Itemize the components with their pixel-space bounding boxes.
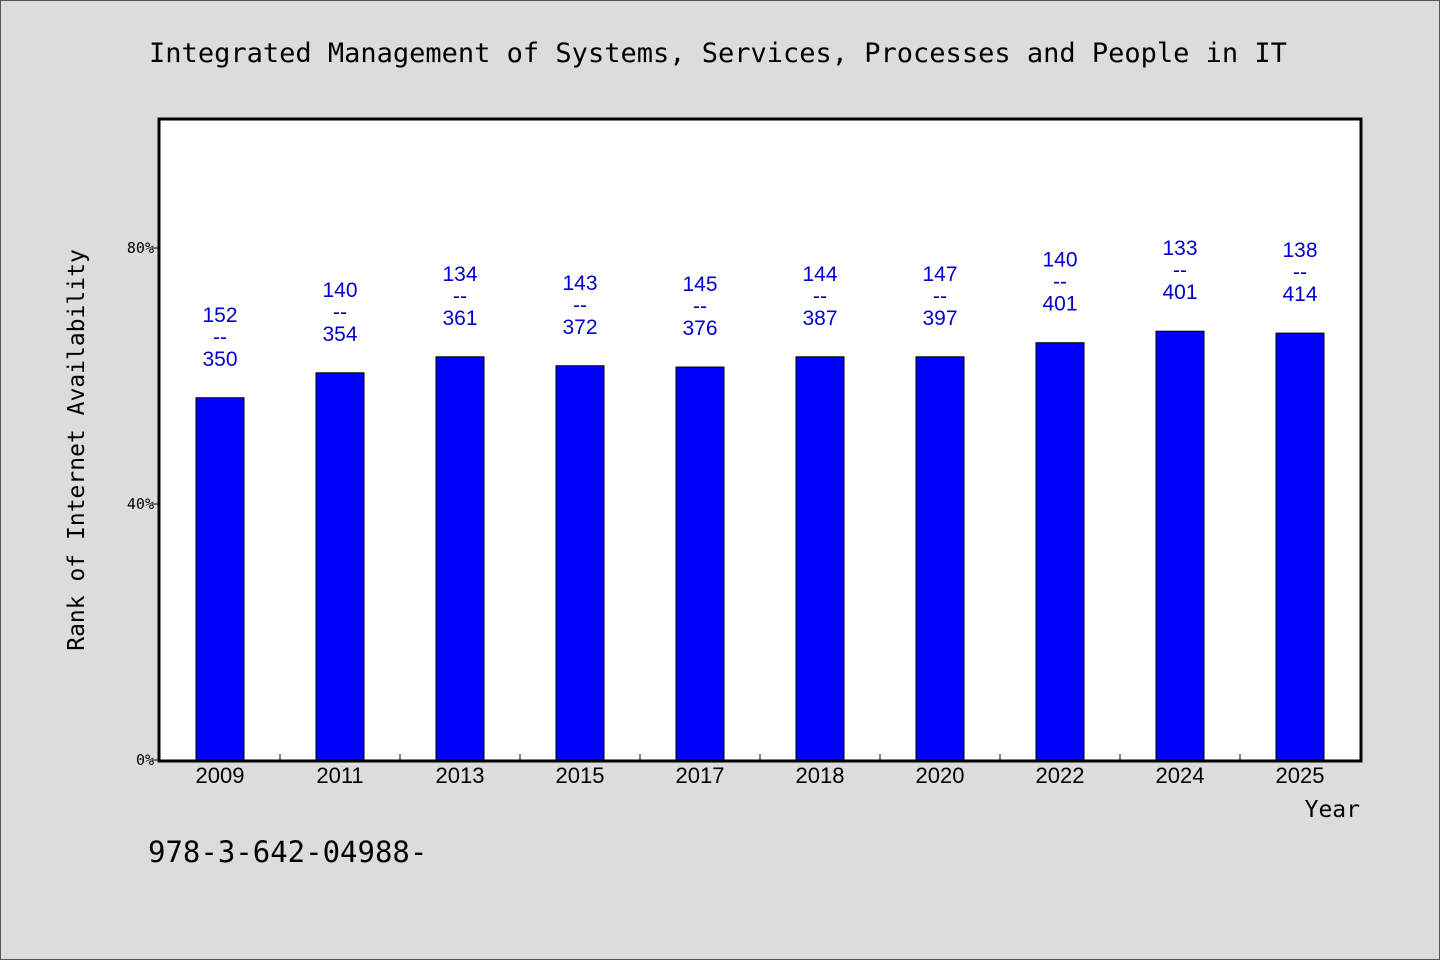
y-tick-label: 0%	[136, 751, 154, 769]
x-tick-label: 2009	[196, 763, 245, 788]
x-tick-label: 2022	[1036, 763, 1085, 788]
y-axis-label: Rank of Internet Availability	[64, 249, 90, 651]
data-labels: 350--152354--140361--134372--143376--145…	[202, 237, 1317, 371]
data-label-bottom: 401	[1162, 281, 1197, 304]
bar-2018	[795, 356, 845, 761]
data-label-separator: --	[933, 285, 947, 308]
data-label-bottom: 414	[1282, 283, 1317, 306]
data-label-top: 145	[682, 273, 717, 296]
data-label-separator: --	[1173, 259, 1187, 282]
bar-2009	[195, 397, 245, 761]
x-tick-label: 2024	[1156, 763, 1205, 788]
data-label-top: 140	[322, 279, 357, 302]
x-tick-label: 2018	[796, 763, 845, 788]
bar-2015	[555, 365, 605, 761]
data-label-separator: --	[213, 326, 227, 349]
data-label-separator: --	[813, 285, 827, 308]
bars	[195, 330, 1325, 761]
data-label-top: 143	[562, 272, 597, 295]
bar-2013	[435, 356, 485, 761]
chart-title: Integrated Management of Systems, Servic…	[149, 38, 1287, 69]
y-tick-label: 80%	[127, 239, 154, 257]
x-tick-label: 2017	[676, 763, 725, 788]
x-axis-ticks: 2009 2011 2013 2015 2017 2018 2020 2022 2024 2025	[196, 754, 1325, 788]
data-label-top: 138	[1282, 239, 1317, 262]
data-label-top: 144	[802, 263, 837, 286]
bar-2011	[315, 372, 365, 761]
y-tick-label: 40%	[127, 495, 154, 513]
data-label-separator: --	[693, 295, 707, 318]
x-tick-label: 2025	[1276, 763, 1325, 788]
data-label-top: 152	[202, 304, 237, 327]
y-axis-ticks: 0% 40% 80%	[127, 239, 160, 769]
bar-2017	[675, 366, 725, 761]
x-tick-label: 2015	[556, 763, 605, 788]
x-tick-label: 2011	[316, 763, 363, 788]
x-tick-label: 2020	[916, 763, 965, 788]
data-label-separator: --	[1293, 261, 1307, 284]
bar-2022	[1035, 342, 1085, 761]
data-label-bottom: 372	[562, 316, 597, 339]
data-label-bottom: 354	[322, 323, 357, 346]
data-label-top: 140	[1042, 249, 1077, 272]
data-label-top: 147	[922, 263, 957, 286]
data-label-bottom: 361	[442, 307, 477, 330]
data-label-bottom: 401	[1042, 293, 1077, 316]
bar-2025	[1275, 332, 1325, 761]
bar-2024	[1155, 330, 1205, 761]
data-label-separator: --	[573, 294, 587, 317]
footnote: 978-3-642-04988-	[148, 835, 427, 869]
data-label-bottom: 350	[202, 348, 237, 371]
data-label-bottom: 387	[802, 307, 837, 330]
x-axis-label: Year	[1305, 797, 1360, 823]
x-tick-label: 2013	[436, 763, 485, 788]
data-label-top: 134	[442, 263, 477, 286]
data-label-separator: --	[453, 285, 467, 308]
data-label-separator: --	[1053, 271, 1067, 294]
data-label-bottom: 376	[682, 317, 717, 340]
bar-2020	[915, 356, 965, 761]
data-label-bottom: 397	[922, 307, 957, 330]
data-label-separator: --	[333, 301, 347, 324]
data-label-top: 133	[1162, 237, 1197, 260]
